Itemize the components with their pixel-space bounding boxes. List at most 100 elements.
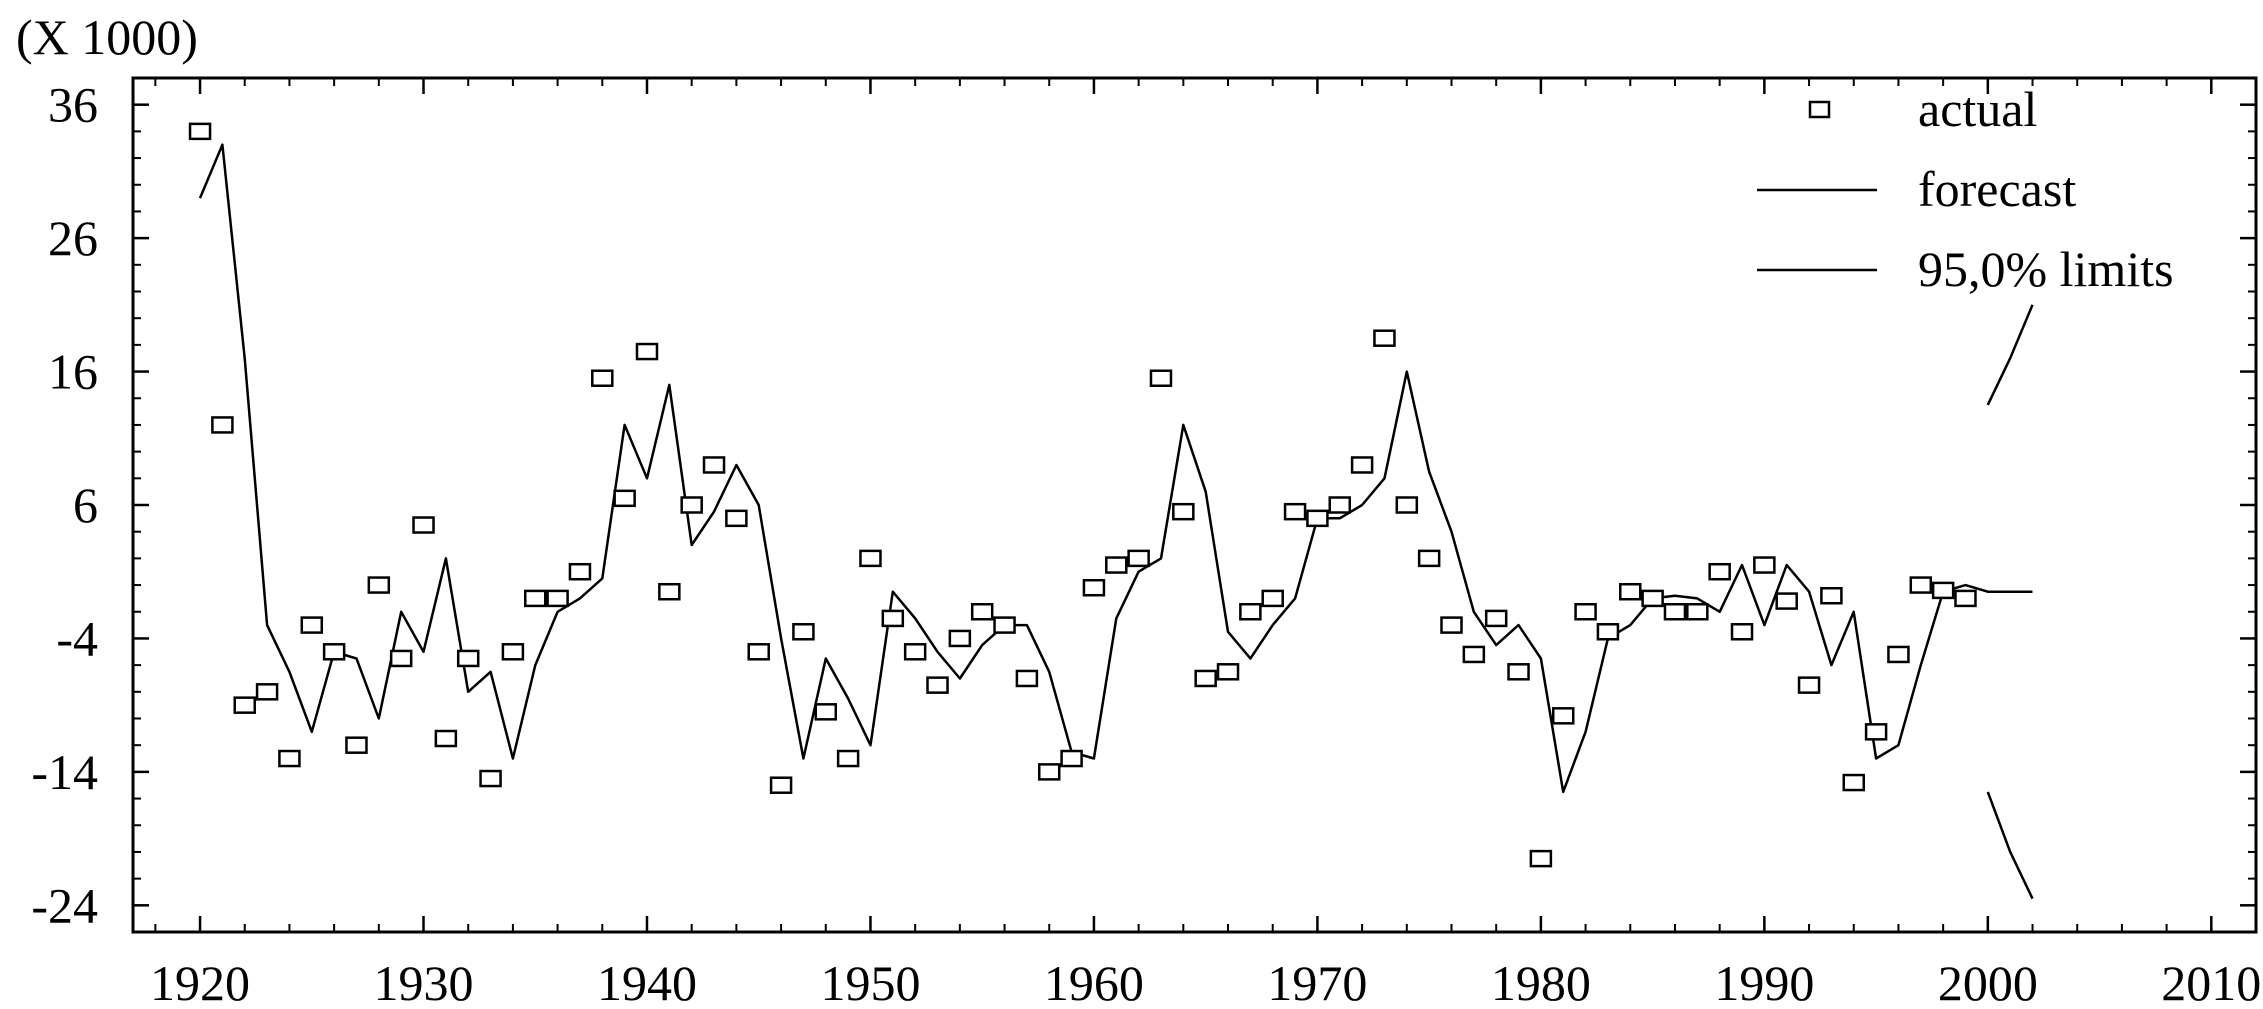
actual-point xyxy=(1730,623,1754,641)
actual-point xyxy=(524,589,547,608)
y-tick-label: 36 xyxy=(48,77,98,133)
x-tick-label: 1930 xyxy=(374,955,474,1009)
y-tick-label: -14 xyxy=(31,744,98,800)
actual-point xyxy=(1194,669,1217,688)
actual-point xyxy=(1462,645,1486,664)
series-line xyxy=(1986,304,2034,406)
actual-point xyxy=(613,489,636,508)
actual-point xyxy=(1060,749,1083,768)
actual-point xyxy=(725,509,748,528)
actual-point xyxy=(1842,773,1865,792)
actual-point xyxy=(1507,663,1530,681)
actual-point xyxy=(859,549,882,568)
y-scale-note: (X 1000) xyxy=(16,9,198,65)
actual-point xyxy=(1239,603,1262,621)
actual-point xyxy=(1440,616,1463,634)
actual-point xyxy=(1708,562,1731,581)
actual-point xyxy=(546,589,569,608)
actual-point xyxy=(1127,549,1150,568)
actual-point xyxy=(1887,645,1910,664)
actual-point xyxy=(389,649,413,668)
actual-point xyxy=(747,643,770,661)
actual-point xyxy=(769,776,793,794)
actual-point xyxy=(479,769,502,788)
actual-point xyxy=(1619,582,1642,601)
actual-point xyxy=(255,683,279,701)
actual-point xyxy=(1395,496,1419,514)
actual-point xyxy=(1753,556,1776,574)
actual-point xyxy=(658,582,681,601)
actual-point xyxy=(1216,663,1240,681)
series-line xyxy=(1986,791,2034,900)
x-tick-label: 1940 xyxy=(597,955,697,1009)
actual-point xyxy=(456,649,480,668)
actual-point xyxy=(1350,456,1374,474)
actual-point xyxy=(1037,763,1061,781)
y-tick-label: 26 xyxy=(48,210,98,266)
actual-point xyxy=(1663,603,1687,621)
x-axis: 1920 1930 1940 1950 1960 1970 1980 1990 2000 2010 xyxy=(150,78,2261,1009)
actual-point xyxy=(1172,502,1195,521)
actual-point xyxy=(1909,576,1933,594)
y-tick-label: -4 xyxy=(56,610,98,666)
actual-point xyxy=(1641,589,1664,608)
actual-point xyxy=(322,643,346,661)
actual-point xyxy=(903,643,927,661)
legend-actual-marker xyxy=(1808,100,1831,119)
legend: actual forecast 95,0% limits xyxy=(1757,81,2174,297)
actual-point xyxy=(1015,669,1039,688)
actual-point xyxy=(188,122,212,141)
x-tick-label: 1970 xyxy=(1267,955,1367,1009)
actual-point xyxy=(1306,509,1329,528)
actual-point xyxy=(300,616,324,634)
actual-point xyxy=(1820,586,1843,605)
actual-point xyxy=(1373,329,1396,347)
actual-point xyxy=(1529,849,1553,868)
y-tick-label: 6 xyxy=(73,477,98,533)
actual-point xyxy=(1596,623,1620,641)
actual-point xyxy=(568,562,592,581)
actual-point xyxy=(1797,676,1821,694)
actual-point xyxy=(1082,578,1106,597)
actual-point xyxy=(1261,589,1284,608)
actual-point xyxy=(792,623,815,641)
x-tick-label: 1980 xyxy=(1491,955,1591,1009)
actual-point xyxy=(1864,723,1888,741)
actual-point xyxy=(367,576,391,594)
actual-point xyxy=(970,603,994,621)
actual-point xyxy=(1574,603,1597,621)
actual-point xyxy=(1105,556,1128,574)
x-tick-label: 2000 xyxy=(1938,955,2038,1009)
actual-point xyxy=(345,736,368,754)
x-tick-label: 2010 xyxy=(2161,955,2261,1009)
actual-point xyxy=(836,749,860,768)
actual-point xyxy=(591,369,614,387)
actual-point xyxy=(881,609,905,628)
actual-point xyxy=(211,416,234,434)
x-tick-label: 1920 xyxy=(150,955,250,1009)
actual-point xyxy=(1484,609,1508,628)
actual-point xyxy=(501,643,525,661)
actual-point xyxy=(680,496,703,514)
legend-label-actual: actual xyxy=(1918,81,2037,137)
actual-point xyxy=(926,676,949,694)
actual-point xyxy=(1283,502,1307,521)
x-tick-label: 1950 xyxy=(820,955,920,1009)
actual-point xyxy=(278,749,301,768)
y-tick-label: 16 xyxy=(48,344,98,400)
y-axis: 36 26 16 6 -4 -14 -24 xyxy=(31,77,2256,933)
actual-point xyxy=(1328,496,1352,514)
actual-point xyxy=(1417,549,1441,568)
actual-point xyxy=(1149,369,1173,387)
plot-area xyxy=(188,122,2034,900)
legend-label-forecast: forecast xyxy=(1918,161,2076,217)
x-tick-label: 1960 xyxy=(1044,955,1144,1009)
actual-point xyxy=(412,516,435,534)
actual-point xyxy=(993,616,1016,634)
actual-point xyxy=(635,342,659,361)
actual-point xyxy=(434,729,458,748)
actual-point xyxy=(1775,592,1798,610)
actual-point xyxy=(1686,603,1709,621)
x-tick-label: 1990 xyxy=(1714,955,1814,1009)
